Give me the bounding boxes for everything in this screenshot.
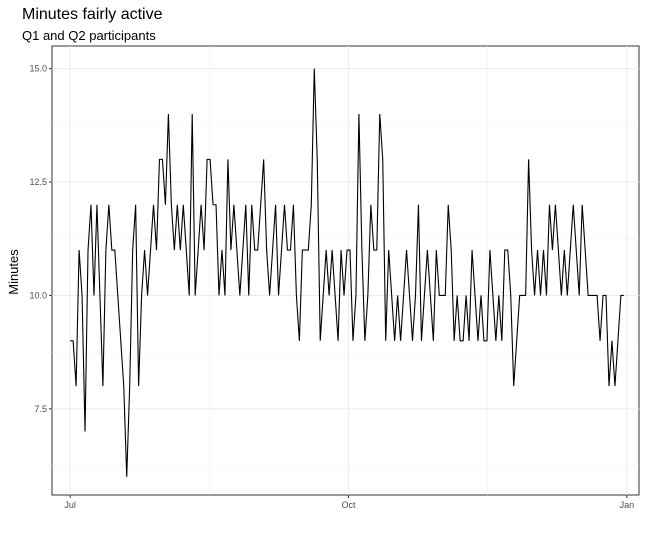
x-tick-label: Jul (64, 500, 76, 510)
major-gridlines (52, 46, 639, 495)
chart-title: Minutes fairly active (22, 6, 163, 23)
chart-subtitle: Q1 and Q2 participants (22, 28, 156, 43)
y-tick-label: 12.5 (29, 177, 47, 187)
x-tick-label: Oct (342, 500, 357, 510)
y-tick-label: 15.0 (29, 64, 47, 74)
y-tick-label: 10.0 (29, 290, 47, 300)
y-axis-title: Minutes (6, 249, 21, 295)
minor-gridlines (52, 46, 639, 495)
x-axis: Jul Oct Jan (64, 495, 634, 510)
y-tick-label: 7.5 (34, 404, 47, 414)
series-line (70, 68, 624, 477)
x-tick-label: Jan (620, 500, 635, 510)
y-axis: 7.5 10.0 12.5 15.0 (29, 64, 52, 414)
